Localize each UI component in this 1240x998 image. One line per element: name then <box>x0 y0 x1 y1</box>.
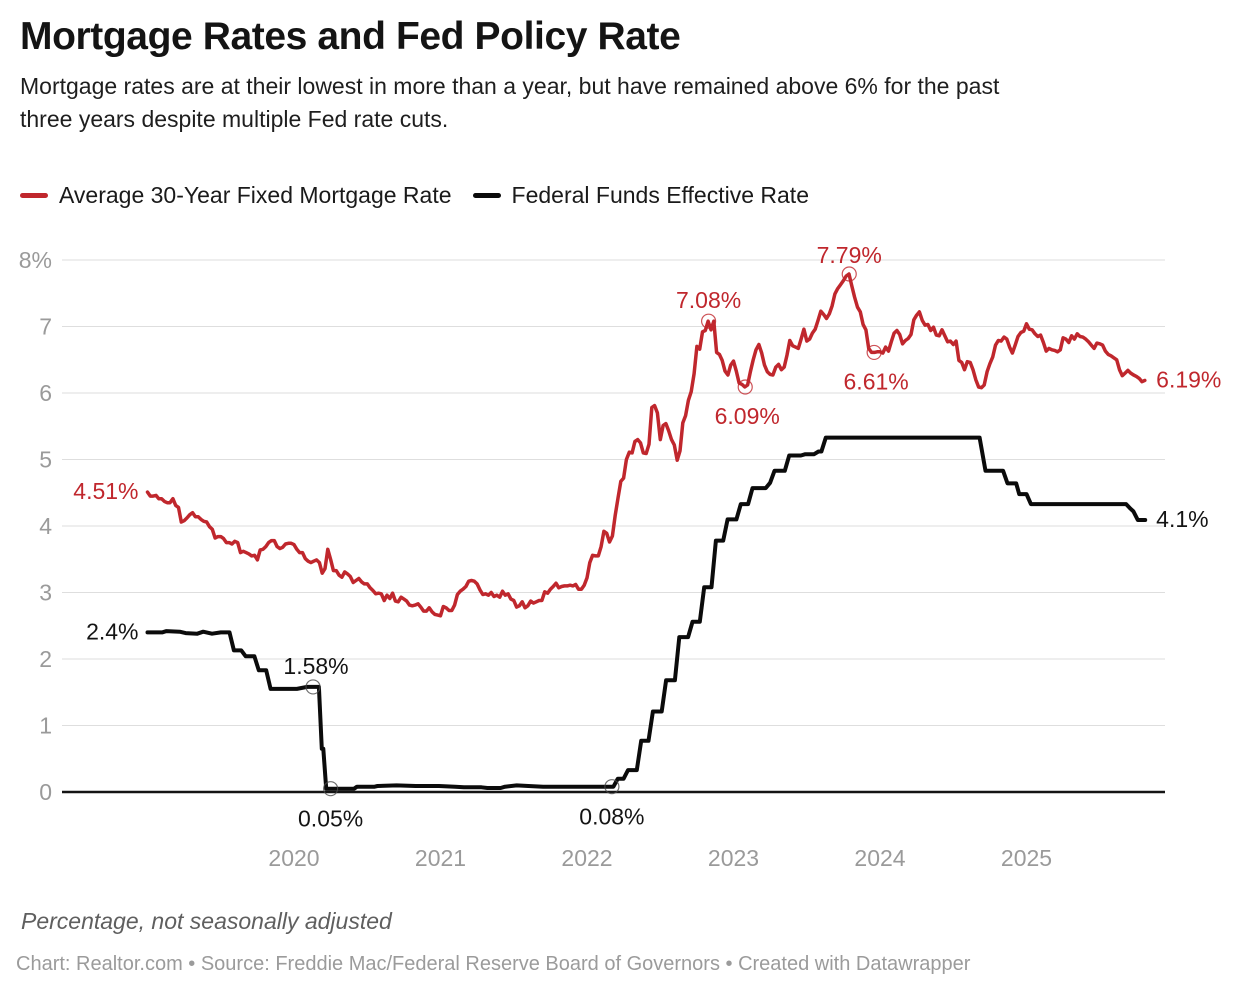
annotation-label: 6.19% <box>1156 366 1221 392</box>
annotation-marker-icon <box>866 344 882 361</box>
annotation-label: 6.61% <box>844 368 909 394</box>
y-tick-label: 1 <box>39 713 52 739</box>
annotations-layer: 4.51% 7.08% 6.09% 7.79% 6.61% 6.19% 2.4% 1.58% 0… <box>73 242 1221 832</box>
annotation-marker-icon <box>841 266 857 282</box>
y-tick-label: 8% <box>19 247 52 273</box>
annotation-marker-icon <box>700 313 717 329</box>
annotation-label: 2.4% <box>86 618 138 644</box>
legend-swatch-mortgage-icon <box>20 193 48 198</box>
x-axis-labels: 2020 2021 2022 2023 2024 2025 <box>268 845 1052 871</box>
y-tick-label: 2 <box>39 646 52 672</box>
chart-subtitle-line1: Mortgage rates are at their lowest in mo… <box>20 73 1000 99</box>
x-tick-label: 2023 <box>708 845 759 871</box>
annotation-label: 0.08% <box>579 804 644 830</box>
annotation-marker-icon <box>323 781 339 797</box>
annotation-label: 6.09% <box>715 403 780 429</box>
chart-credit: Chart: Realtor.com • Source: Freddie Mac… <box>16 953 971 975</box>
chart-subtitle-line2: three years despite multiple Fed rate cu… <box>20 106 449 132</box>
y-tick-label: 7 <box>39 314 52 340</box>
annotation-marker-icon <box>737 379 753 395</box>
fed-funds-line <box>145 435 1148 791</box>
legend-swatch-fed-icon <box>472 193 501 198</box>
y-tick-label: 5 <box>39 447 52 473</box>
legend: Average 30-Year Fixed Mortgage Rate Fede… <box>20 182 809 209</box>
mortgage-line <box>145 272 1147 618</box>
legend-item-fed: Federal Funds Effective Rate <box>472 182 809 209</box>
y-tick-label: 4 <box>39 513 52 539</box>
x-tick-label: 2024 <box>854 845 905 871</box>
annotation-label: 1.58% <box>283 653 348 679</box>
annotation-marker-icon <box>305 679 321 695</box>
y-tick-label: 6 <box>39 380 52 406</box>
y-tick-label: 0 <box>39 779 52 805</box>
y-axis-labels: 0 1 2 3 4 5 6 7 8% <box>19 247 52 805</box>
annotation-label: 7.79% <box>817 242 882 268</box>
line-chart: 0 1 2 3 4 5 6 7 8% 2020 2021 2022 2023 2024 2025 4.51% 7… <box>19 242 1222 871</box>
x-tick-label: 2025 <box>1001 845 1052 871</box>
annotation-label: 4.51% <box>73 478 138 504</box>
chart-note: Percentage, not seasonally adjusted <box>21 908 392 934</box>
legend-label-fed: Federal Funds Effective Rate <box>511 182 809 208</box>
annotation-marker-icon <box>604 779 620 795</box>
annotation-label: 4.1% <box>1156 506 1208 532</box>
annotation-label: 7.08% <box>676 287 741 313</box>
chart-subtitle: Mortgage rates are at their lowest in mo… <box>20 70 999 136</box>
annotation-label: 0.05% <box>298 806 363 832</box>
legend-label-mortgage: Average 30-Year Fixed Mortgage Rate <box>59 182 452 208</box>
y-tick-label: 3 <box>39 580 52 606</box>
legend-item-mortgage: Average 30-Year Fixed Mortgage Rate <box>20 182 452 209</box>
x-tick-label: 2022 <box>561 845 612 871</box>
chart-title: Mortgage Rates and Fed Policy Rate <box>20 15 681 58</box>
x-tick-label: 2021 <box>415 845 466 871</box>
x-tick-label: 2020 <box>268 845 319 871</box>
